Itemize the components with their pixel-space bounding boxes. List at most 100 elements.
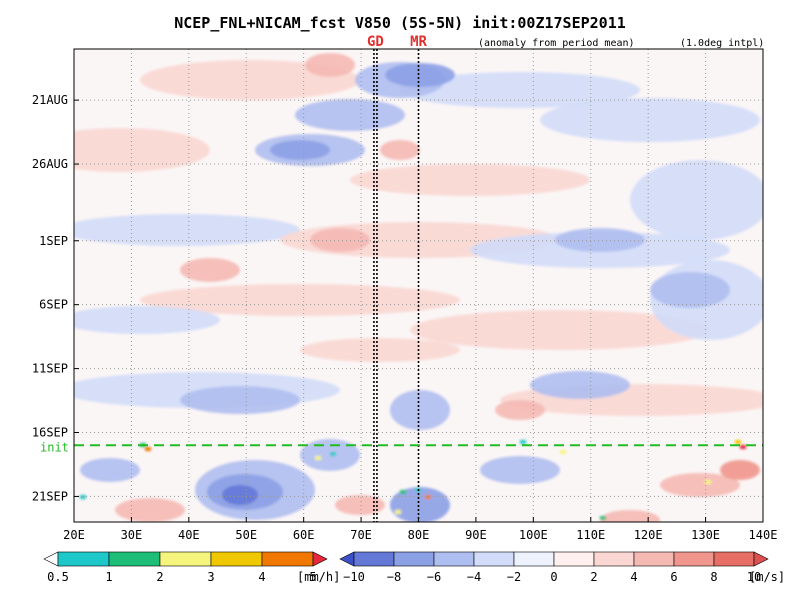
- wind-colorbar-label: 2: [590, 570, 597, 584]
- rain-pixel: [425, 495, 431, 499]
- anomaly-patch: [300, 338, 460, 362]
- anomaly-patch: [495, 400, 545, 420]
- y-axis: 21AUG 26AUG 1SEP 6SEP 11SEP 16SEP 21SEP: [32, 93, 79, 503]
- anomaly-patch: [305, 53, 355, 77]
- rain-pixel: [740, 445, 746, 449]
- anomaly-patch: [74, 214, 300, 246]
- anomaly-patch: [650, 272, 730, 308]
- wind-colorbar-segment: [473, 551, 515, 567]
- rain-pixel: [145, 447, 151, 451]
- rain-colorbar-label: 1: [105, 570, 112, 584]
- wind-colorbar-segment: [633, 551, 675, 567]
- anomaly-patch: [80, 458, 140, 482]
- init-label: init: [40, 440, 69, 454]
- x-tick-label: 120E: [634, 528, 663, 542]
- wind-colorbar-label: −10: [343, 570, 365, 584]
- anomaly-patch: [270, 140, 330, 160]
- anomaly-patch: [630, 160, 763, 240]
- rain-pixel: [330, 452, 336, 456]
- marker-label: GD: [367, 34, 384, 50]
- marker-label: MR: [410, 34, 427, 50]
- rain-pixel: [705, 480, 711, 484]
- anomaly-patch: [660, 473, 740, 497]
- wind-colorbar-label: 0: [550, 570, 557, 584]
- rain-colorbar-segment: [210, 551, 263, 567]
- rain-colorbar-label: 5: [309, 570, 316, 584]
- grid-lines: [74, 49, 763, 522]
- x-tick-label: 140E: [749, 528, 778, 542]
- rain-colorbar: 0.5 1 2 3 4 5: [43, 551, 328, 584]
- chart-subtitle-left: (anomaly from period mean): [478, 38, 635, 49]
- wind-colorbar-label: −2: [507, 570, 521, 584]
- x-axis: 20E 30E 40E 50E 60E 70E 80E 90E 100E 110E 120E 130E…: [63, 517, 777, 542]
- wind-colorbar-segment: [353, 551, 395, 567]
- rain-colorbar-unit: [mm/h]: [297, 570, 340, 584]
- anomaly-patch: [310, 228, 370, 252]
- rain-colorbar-label: 3: [207, 570, 214, 584]
- chart-title: NCEP_FNL+NICAM_fcst V850 (5S-5N) init:00…: [174, 14, 626, 32]
- anomaly-patch: [74, 306, 220, 334]
- rain-pixel: [735, 440, 741, 444]
- y-tick-label: 26AUG: [32, 157, 68, 171]
- y-tick-label: 1SEP: [39, 234, 68, 248]
- wind-colorbar-segment: [433, 551, 475, 567]
- anomaly-patch: [480, 456, 560, 484]
- wind-colorbar-end-left: [339, 551, 355, 567]
- anomaly-patch: [555, 228, 645, 252]
- chart-subtitle-right: (1.0deg intpl): [680, 38, 764, 49]
- y-tick-label: 21SEP: [32, 489, 68, 503]
- x-tick-label: 80E: [408, 528, 430, 542]
- wind-colorbar-segment: [553, 551, 595, 567]
- wind-colorbar-segment: [393, 551, 435, 567]
- wind-colorbar-segment: [513, 551, 555, 567]
- anomaly-patch: [385, 63, 455, 87]
- wind-colorbar-label: 4: [630, 570, 637, 584]
- wind-colorbar-label: 10: [747, 570, 761, 584]
- x-tick-label: 40E: [178, 528, 200, 542]
- x-tick-label: 70E: [350, 528, 372, 542]
- x-tick-label: 20E: [63, 528, 85, 542]
- rain-colorbar-end-right: [312, 551, 328, 567]
- y-tick-label: 6SEP: [39, 298, 68, 312]
- anomaly-patch: [600, 510, 660, 522]
- anomaly-patch: [400, 72, 640, 108]
- anomaly-patch: [390, 390, 450, 430]
- x-tick-label: 60E: [293, 528, 315, 542]
- wind-colorbar: −10 −8 −6 −4 −2 0 2 4 6 8 10: [339, 551, 769, 584]
- wind-colorbar-label: 6: [670, 570, 677, 584]
- anomaly-patch: [180, 258, 240, 282]
- anomaly-patch: [540, 98, 760, 142]
- anomaly-patch: [335, 495, 385, 515]
- anomaly-patch: [530, 371, 630, 399]
- x-tick-label: 110E: [576, 528, 605, 542]
- anomaly-patch: [222, 485, 258, 505]
- rain-pixel: [560, 450, 566, 454]
- anomaly-patch: [350, 164, 590, 196]
- wind-colorbar-label: −8: [387, 570, 401, 584]
- x-tick-label: 50E: [235, 528, 257, 542]
- rain-colorbar-segment: [261, 551, 314, 567]
- wind-colorbar-segment: [593, 551, 635, 567]
- marker-labels: GD MR: [367, 34, 427, 50]
- y-tick-label: 16SEP: [32, 426, 68, 440]
- wind-colorbar-segment: [713, 551, 755, 567]
- anomaly-patch: [180, 386, 300, 414]
- rain-colorbar-label: 4: [258, 570, 265, 584]
- x-tick-label: 100E: [519, 528, 548, 542]
- wind-colorbar-label: −4: [467, 570, 481, 584]
- rain-pixel: [400, 490, 406, 494]
- rain-colorbar-segment: [108, 551, 161, 567]
- x-tick-label: 90E: [465, 528, 487, 542]
- rain-pixel: [395, 510, 401, 514]
- marker-lines: [373, 49, 420, 522]
- anomaly-patch: [410, 310, 710, 350]
- anomaly-patch: [140, 60, 360, 100]
- wind-colorbar-end-right: [753, 551, 769, 567]
- anomaly-patch: [390, 487, 450, 522]
- rain-colorbar-segment: [159, 551, 212, 567]
- wind-colorbar-label: −6: [427, 570, 441, 584]
- anomaly-patch: [295, 99, 405, 131]
- y-tick-label: 21AUG: [32, 93, 68, 107]
- anomaly-patch: [74, 128, 210, 172]
